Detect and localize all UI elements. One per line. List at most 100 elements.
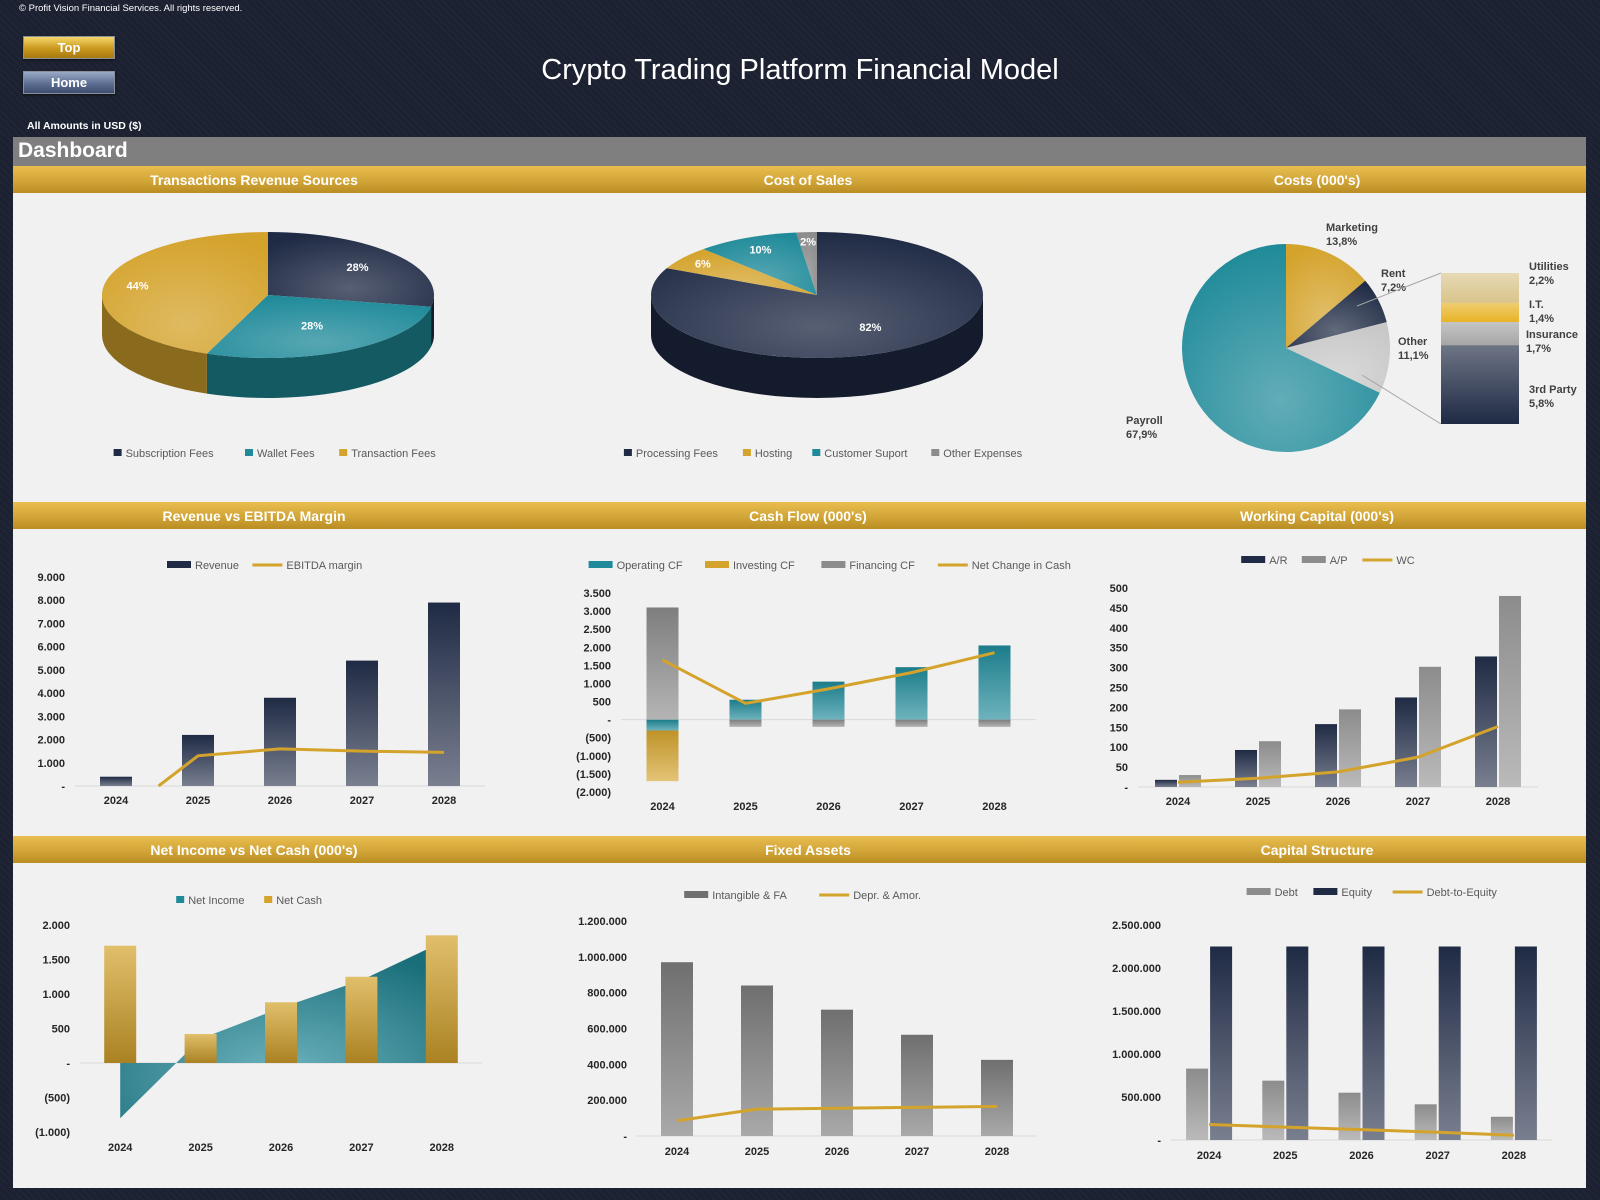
chart-revenue-ebitda-bar-revenue-3 xyxy=(346,660,378,786)
chart-cash-flow-xtick-4: 2028 xyxy=(982,801,1006,813)
chart-working-capital-bar-a-r-4 xyxy=(1475,656,1497,787)
pie-costs-breakdown-label-0: 3rd Party xyxy=(1529,384,1578,396)
chart-cash-flow-ytick-2: (1.000) xyxy=(576,751,611,763)
pie-revenue-sources-slice-0 xyxy=(268,232,435,307)
pie-revenue-sources-legend-label-subscription-fees: Subscription Fees xyxy=(126,448,215,460)
chart-cash-flow-ytick-0: (2.000) xyxy=(576,787,611,799)
section-band-row-2: Revenue vs EBITDA Margin Cash Flow (000'… xyxy=(13,502,1586,529)
pie-cost-of-sales-wall-0 xyxy=(651,295,983,398)
chart-working-capital-ytick-5: 250 xyxy=(1110,683,1128,695)
chart-fixed-assets-ytick-5: 1.000.000 xyxy=(578,952,627,964)
pie-cost-of-sales-legend-swatch-customer-suport xyxy=(812,449,821,456)
chart-title-revenue-ebitda: Revenue vs EBITDA Margin xyxy=(162,508,346,524)
top-button[interactable]: Top xyxy=(23,36,115,59)
chart-capital-structure-ytick-3: 1.500.000 xyxy=(1112,1006,1161,1018)
chart-cash-flow: (2.000) (1.500) (1.000) (500) - 500 1.000 1.500… xyxy=(576,588,1036,813)
page-title: Crypto Trading Platform Financial Model xyxy=(541,54,1059,86)
chart-capital-structure-xtick-4: 2028 xyxy=(1502,1150,1526,1162)
chart-working-capital-bar-a-r-0 xyxy=(1155,779,1177,787)
chart-net-income-cash-ytick-5: 1.500 xyxy=(42,955,70,967)
chart-capital-structure-ytick-5: 2.500.000 xyxy=(1112,920,1161,932)
pie-cost-of-sales-legend-label-other-expenses: Other Expenses xyxy=(943,448,1022,460)
chart-fixed-assets: - 200.000 400.000 600.000 800.000 1.000.000 1.… xyxy=(578,916,1037,1158)
chart-net-income-cash-bar-net-cash-4 xyxy=(425,935,458,1063)
pie-cost-of-sales-slice-2 xyxy=(703,232,817,295)
pie-costs-slice-2 xyxy=(1286,280,1387,348)
chart-capital-structure-bar-debt-3 xyxy=(1414,1104,1437,1140)
chart-revenue-ebitda-legend-swatch-revenue xyxy=(167,561,191,568)
chart-revenue-ebitda-bar-revenue-2 xyxy=(264,697,296,786)
chart-capital-structure-bar-debt-0 xyxy=(1186,1068,1209,1140)
chart-net-income-cash-xtick-4: 2028 xyxy=(430,1142,454,1154)
chart-working-capital-xtick-0: 2024 xyxy=(1166,796,1191,808)
chart-capital-structure-ytick-4: 2.000.000 xyxy=(1112,963,1161,975)
chart-cash-flow-legend-label-net-change-in-cash: Net Change in Cash xyxy=(972,560,1071,572)
chart-working-capital-legend-swatch-a-p xyxy=(1301,556,1326,563)
chart-capital-structure-legend-swatch-debt xyxy=(1246,888,1271,895)
chart-working-capital-legend-swatch-a-r xyxy=(1241,556,1266,563)
section-band-row-1: Transactions Revenue Sources Cost of Sal… xyxy=(13,166,1586,193)
pie-revenue-sources-slice-2 xyxy=(101,232,268,354)
chart-cash-flow-ytick-4: - xyxy=(607,715,611,727)
chart-net-income-cash-bar-net-cash-0 xyxy=(104,945,137,1063)
chart-revenue-ebitda-legend-label-ebitda-margin: EBITDA margin xyxy=(286,560,362,572)
pie-revenue-sources-legend-label-transaction-fees: Transaction Fees xyxy=(351,448,436,460)
chart-title-net-income-cash: Net Income vs Net Cash (000's) xyxy=(150,842,358,858)
chart-working-capital-bar-a-p-1 xyxy=(1259,741,1281,787)
chart-revenue-ebitda-ytick-8: 8.000 xyxy=(37,595,65,607)
chart-revenue-ebitda-xtick-4: 2028 xyxy=(432,795,456,807)
chart-working-capital-ytick-1: 50 xyxy=(1116,762,1128,774)
pie-costs-breakdown-value-2: 1,4% xyxy=(1529,313,1554,325)
chart-working-capital-ytick-10: 500 xyxy=(1110,583,1128,595)
section-band-row-3: Net Income vs Net Cash (000's) Fixed Ass… xyxy=(13,836,1586,863)
chart-cash-flow-legend-swatch-investing-cf xyxy=(705,561,729,568)
pie-costs-value-1: 13,8% xyxy=(1326,236,1357,248)
chart-working-capital: - 50 100 150 200 250 300 350 400 450 500 2024 2025 20… xyxy=(1110,583,1538,808)
pie-revenue-sources-wall-2 xyxy=(101,295,207,394)
copyright-notice: © Profit Vision Financial Services. All … xyxy=(19,3,243,14)
chart-cash-flow-legend-label-investing-cf: Investing CF xyxy=(733,560,795,572)
chart-cash-flow-bar-financing-cf-3 xyxy=(895,719,928,727)
chart-cash-flow-legend-swatch-operating-cf xyxy=(588,561,613,568)
pie-revenue-sources-legend-swatch-transaction-fees xyxy=(339,449,348,456)
chart-fixed-assets-legend-label-intangible-fa: Intangible & FA xyxy=(712,890,787,902)
chart-fixed-assets-xtick-4: 2028 xyxy=(985,1146,1009,1158)
chart-working-capital-ytick-7: 350 xyxy=(1110,643,1128,655)
home-button[interactable]: Home xyxy=(23,71,115,94)
chart-cash-flow-legend: Operating CF Investing CF Financing CF Net … xyxy=(588,560,1071,572)
chart-revenue-ebitda-xtick-1: 2025 xyxy=(186,795,210,807)
pie-revenue-sources-legend: Subscription Fees Wallet Fees Transaction … xyxy=(113,448,436,460)
chart-revenue-ebitda-xtick-2: 2026 xyxy=(268,795,292,807)
pie-costs-breakdown-label-1: Insurance xyxy=(1526,329,1578,341)
chart-capital-structure-xtick-3: 2027 xyxy=(1425,1150,1449,1162)
pie-revenue-sources-wall-0 xyxy=(431,295,434,347)
chart-revenue-ebitda-ytick-5: 5.000 xyxy=(37,665,65,677)
chart-fixed-assets-line-depr-amor- xyxy=(676,1104,998,1123)
chart-fixed-assets-legend-label-depr-amor-: Depr. & Amor. xyxy=(853,890,921,902)
chart-net-income-cash-ytick-2: - xyxy=(66,1058,70,1070)
chart-working-capital-bar-a-p-2 xyxy=(1339,709,1361,787)
chart-capital-structure-xtick-1: 2025 xyxy=(1273,1150,1297,1162)
chart-fixed-assets-ytick-6: 1.200.000 xyxy=(578,916,627,928)
pie-costs-label-2: Rent xyxy=(1381,268,1406,280)
chart-revenue-ebitda-ytick-9: 9.000 xyxy=(37,572,65,584)
pie-cost-of-sales-legend-swatch-hosting xyxy=(742,449,751,456)
pie-costs-breakdown-value-1: 1,7% xyxy=(1526,343,1551,355)
pie-costs-value-3: 11,1% xyxy=(1398,350,1429,362)
chart-working-capital-legend-label-a-r: A/R xyxy=(1269,555,1287,567)
pie-revenue-sources-wall-1 xyxy=(206,306,432,398)
chart-revenue-ebitda-ytick-1: 1.000 xyxy=(37,758,65,770)
dashboard-header: Dashboard xyxy=(13,137,1586,166)
chart-net-income-cash: (1.000) (500) - 500 1.000 1.500 2.000 2024 2025 2… xyxy=(35,920,482,1154)
chart-title-fixed-assets: Fixed Assets xyxy=(765,842,851,858)
chart-fixed-assets-xtick-1: 2025 xyxy=(745,1146,769,1158)
chart-working-capital-legend-label-wc: WC xyxy=(1396,555,1414,567)
chart-capital-structure-xtick-0: 2024 xyxy=(1197,1150,1222,1162)
pie-costs-connector-bottom xyxy=(1361,374,1442,425)
chart-net-income-cash-legend-swatch-net-income xyxy=(176,896,185,903)
chart-working-capital-xtick-2: 2026 xyxy=(1326,796,1350,808)
chart-title-cash-flow: Cash Flow (000's) xyxy=(749,508,867,524)
chart-cash-flow-ytick-9: 2.500 xyxy=(583,624,611,636)
chart-net-income-cash-xtick-3: 2027 xyxy=(349,1142,373,1154)
chart-fixed-assets-xtick-2: 2026 xyxy=(825,1146,849,1158)
